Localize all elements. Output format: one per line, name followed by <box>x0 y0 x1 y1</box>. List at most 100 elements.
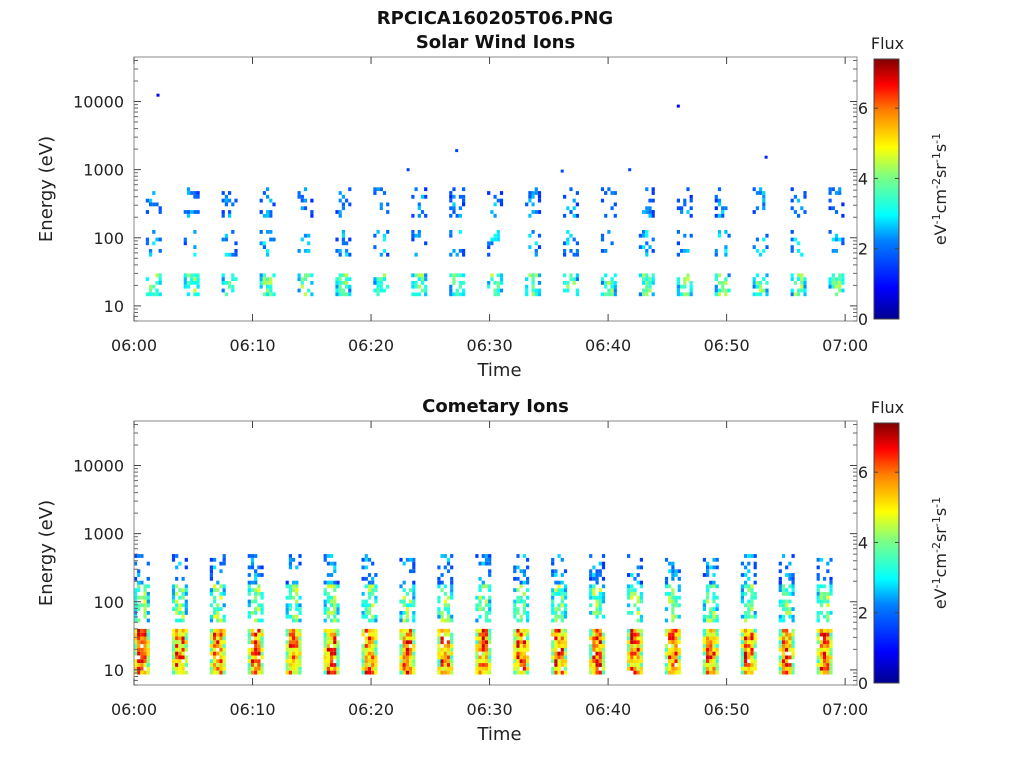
flux-cell <box>709 618 713 623</box>
flux-cell <box>709 584 713 589</box>
flux-cell <box>630 636 634 641</box>
flux-cell <box>178 663 182 667</box>
flux-cell <box>572 213 576 218</box>
flux-cell <box>449 206 453 211</box>
flux-cell <box>181 611 185 615</box>
flux-cell <box>417 230 421 234</box>
flux-cell <box>537 281 542 285</box>
flux-cell <box>671 595 675 600</box>
flux-cell <box>600 198 605 203</box>
flux-cell <box>677 670 681 675</box>
flux-cell <box>630 584 634 589</box>
flux-cell <box>831 273 835 278</box>
flux-cell <box>209 663 213 667</box>
flux-cell <box>449 230 453 234</box>
flux-cell <box>636 628 640 633</box>
flux-cell <box>714 213 718 218</box>
flux-cell <box>336 603 340 608</box>
flux-cell <box>516 618 520 623</box>
flux-cell <box>155 273 159 278</box>
flux-cell <box>209 565 213 570</box>
flux-cell <box>668 599 672 604</box>
flux-cell <box>175 655 179 660</box>
flux-cell <box>449 288 453 293</box>
flux-cell <box>668 592 672 596</box>
flux-cell <box>589 666 593 671</box>
flux-cell <box>137 659 141 664</box>
flux-cell <box>645 249 649 253</box>
flux-cell <box>668 659 672 664</box>
flux-cell <box>424 284 428 289</box>
flux-cell <box>557 651 561 656</box>
flux-cell <box>569 187 573 192</box>
flux-cell <box>417 233 421 238</box>
flux-cell <box>709 565 713 570</box>
flux-cell <box>478 614 482 619</box>
flux-cell <box>709 614 713 619</box>
flux-cell <box>747 640 751 645</box>
flux-cell <box>487 245 491 249</box>
flux-cell <box>488 607 492 611</box>
flux-cell <box>791 651 795 656</box>
flux-cell <box>143 614 147 619</box>
flux-cell <box>412 557 416 562</box>
flux-cell <box>484 554 489 558</box>
flux-cell <box>186 284 191 289</box>
flux-cell <box>563 644 568 648</box>
flux-cell <box>627 595 631 600</box>
flux-cell <box>285 640 289 645</box>
flux-cell <box>373 233 377 238</box>
flux-cell <box>613 288 617 293</box>
flux-cell <box>636 659 640 664</box>
flux-cell <box>554 614 558 619</box>
flux-cell <box>753 666 757 671</box>
flux-cell <box>333 614 337 619</box>
flux-cell <box>450 588 454 592</box>
flux-cell <box>589 611 593 615</box>
flux-cell <box>484 603 489 608</box>
flux-cell <box>633 603 637 608</box>
flux-cell <box>724 277 728 281</box>
flux-cell <box>364 557 368 562</box>
flux-cell <box>600 292 605 297</box>
flux-cell <box>374 599 378 604</box>
flux-cell <box>449 194 453 199</box>
flux-cell <box>487 281 491 285</box>
flux-cell <box>724 292 728 297</box>
flux-cell <box>709 644 713 648</box>
flux-cell <box>361 557 365 562</box>
flux-cell <box>592 636 596 641</box>
flux-cell <box>137 628 141 633</box>
flux-cell <box>706 618 710 623</box>
flux-cell <box>149 292 153 297</box>
flux-cell <box>740 644 744 648</box>
flux-cell <box>450 655 454 660</box>
flux-cell <box>440 614 444 619</box>
flux-cell <box>753 614 757 619</box>
flux-cell <box>443 670 447 675</box>
flux-cell <box>133 628 138 633</box>
flux-cell <box>330 628 334 633</box>
flux-cell <box>183 273 187 278</box>
flux-cell <box>414 284 418 289</box>
flux-cell <box>706 561 710 566</box>
flux-cell <box>513 628 517 633</box>
flux-cell <box>326 614 330 619</box>
flux-cell <box>446 611 451 615</box>
flux-cell <box>196 284 200 289</box>
flux-cell <box>712 647 716 652</box>
flux-cell <box>193 194 197 199</box>
flux-cell <box>791 607 795 611</box>
flux-cell <box>213 632 217 637</box>
flux-cell <box>184 588 188 592</box>
flux-cell <box>671 573 675 577</box>
flux-cell <box>224 198 228 203</box>
flux-cell <box>781 670 786 675</box>
flux-cell <box>231 284 235 289</box>
flux-cell <box>446 561 451 566</box>
flux-cell <box>551 557 555 562</box>
flux-cell <box>488 611 492 615</box>
flux-cell <box>437 644 441 648</box>
flux-cell <box>345 198 349 203</box>
flux-cell <box>744 655 748 660</box>
